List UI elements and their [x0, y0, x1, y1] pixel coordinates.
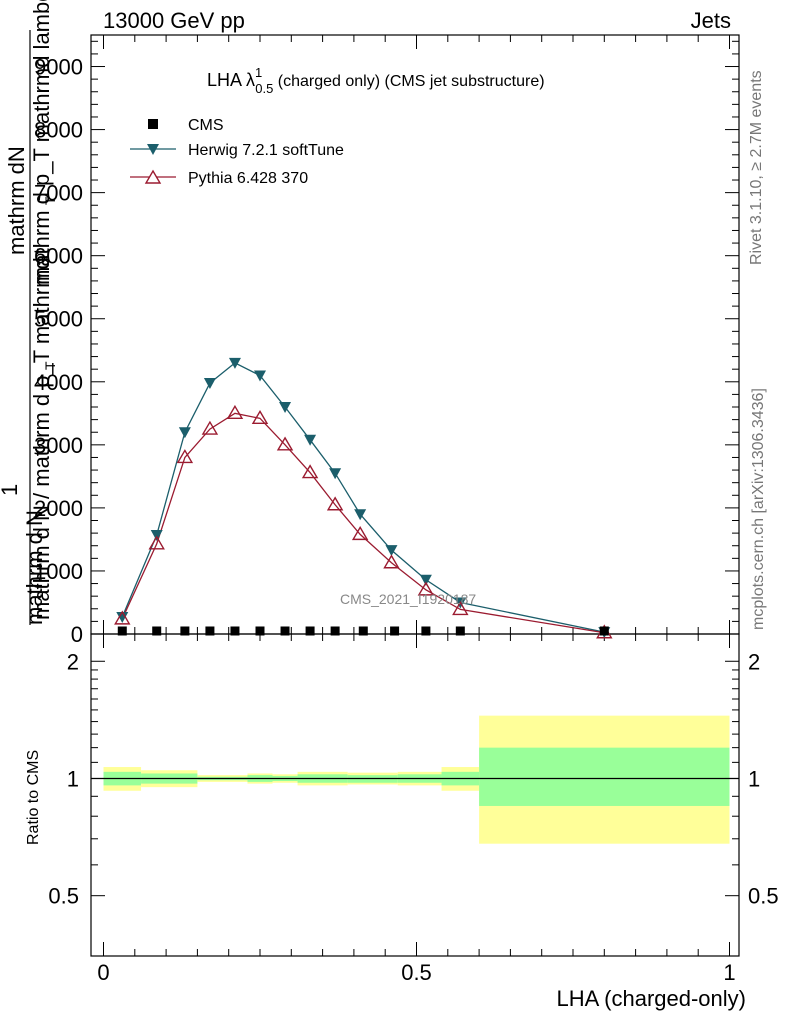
herwig-point	[178, 427, 191, 439]
ylabel-denom: mathrm d N / mathrm d p_T mathrmd	[29, 257, 54, 620]
series	[114, 357, 613, 639]
cms-point	[280, 626, 290, 636]
herwig-point	[354, 509, 367, 521]
legend: CMS Herwig 7.2.1 softTune Pythia 6.428 3…	[130, 117, 344, 187]
legend-cms-label: CMS	[188, 117, 224, 134]
pythia-point	[452, 601, 469, 616]
ratio-y-tick-label-right: 0.5	[748, 884, 779, 909]
pythia-point	[417, 581, 435, 596]
herwig-point	[329, 468, 342, 480]
ylabel-denom2: T	[42, 361, 58, 370]
pythia-point	[383, 554, 400, 569]
cms-point	[255, 626, 265, 636]
header-left: 13000 GeV pp	[103, 8, 245, 33]
pythia-point	[251, 409, 269, 425]
ylabel-numer: mathrm dN	[4, 146, 29, 255]
herwig-point	[203, 378, 216, 390]
y-tick-label: 2000	[34, 496, 83, 521]
rivet-label: Rivet 3.1.10, ≥ 2.7M events	[748, 70, 765, 265]
ylabel-numer2: mathrm d p_T mathrmd lambda	[29, 0, 54, 285]
herwig-point	[419, 574, 432, 586]
cms-point	[421, 626, 431, 636]
y-tick-label: 1000	[34, 559, 83, 584]
pythia-point	[176, 449, 194, 464]
herwig-point	[116, 611, 129, 623]
analysis-watermark: CMS_2021_I1920187	[340, 591, 476, 607]
herwig-point	[279, 402, 292, 414]
cms-point	[330, 626, 340, 636]
header-right: Jets	[691, 8, 731, 33]
y-tick-label: 7000	[34, 181, 83, 206]
ylabel-numer3: T	[42, 196, 58, 205]
title-main: LHA λ	[207, 70, 255, 90]
ratio-y-tick-label-right: 2	[748, 649, 760, 674]
pythia-point	[148, 535, 165, 550]
pythia-point	[201, 420, 219, 435]
cms-point	[358, 626, 368, 636]
ratio-y-tick-label-left: 1	[67, 766, 79, 791]
herwig-point	[304, 434, 317, 446]
pythia-point	[114, 610, 131, 625]
cms-point	[599, 626, 609, 636]
title-rest: (charged only) (CMS jet substructure)	[273, 73, 544, 90]
y-tick-label: 3000	[34, 433, 83, 458]
legend-cms-marker	[148, 119, 158, 129]
pythia-point	[226, 404, 244, 420]
x-tick-label: 0.5	[401, 960, 432, 985]
ratio-y-tick-label-left: 2	[67, 649, 79, 674]
ratio-plot-frame	[90, 633, 740, 957]
pythia-point	[351, 525, 369, 541]
y-tick-label: 6000	[34, 244, 83, 269]
ratio-bands	[91, 715, 739, 844]
y-tick-label: 4000	[34, 370, 83, 395]
herwig-point	[385, 545, 398, 557]
x-axis-label: LHA (charged-only)	[556, 986, 746, 1011]
x-tick-label: 1	[723, 960, 735, 985]
cms-point	[305, 626, 315, 636]
y-tick-label: 8000	[34, 118, 83, 143]
y-tick-label: 9000	[34, 55, 83, 80]
plot-title: LHA λ1 0.5 (charged only) (CMS jet substr…	[207, 65, 545, 96]
ylabel-denom3: mathrm d N	[22, 510, 47, 625]
cms-point	[180, 626, 190, 636]
ylabel-one: 1	[0, 484, 22, 496]
x-tick-label: 0	[97, 960, 109, 985]
pythia-point	[326, 496, 344, 511]
y-tick-label: 5000	[34, 307, 83, 332]
main-ylabel: mathrm dN mathrm d p_T mathrmd lambda T …	[0, 0, 58, 625]
cms-point	[230, 626, 240, 636]
herwig-point	[254, 370, 266, 382]
cms-point	[205, 626, 215, 636]
y-tick-label: 0	[71, 622, 83, 647]
axes-ticks: 0 1000 2000 3000 4000 5000 6000 7000 8000 9000 0 0.…	[34, 35, 779, 985]
cms-point	[455, 626, 465, 636]
legend-pythia-label: Pythia 6.428 370	[188, 170, 308, 187]
cms-point	[152, 626, 162, 636]
legend-herwig-label: Herwig 7.2.1 softTune	[188, 142, 344, 159]
pythia-line	[121, 412, 605, 634]
pythia-point	[276, 436, 294, 451]
ratio-y-tick-label-right: 1	[748, 766, 760, 791]
cms-point	[390, 626, 400, 636]
title-sup: 1	[255, 65, 262, 80]
pythia-point	[301, 464, 319, 479]
ratio-y-tick-label-left: 0.5	[48, 884, 79, 909]
mcplots-label: mcplots.cern.ch [arXiv:1306.3436]	[750, 388, 767, 630]
ratio-band-inner	[479, 747, 730, 806]
legend-herwig-marker	[147, 144, 159, 155]
legend-pythia-marker	[144, 169, 162, 184]
cms-point	[117, 626, 127, 636]
ratio-ylabel: Ratio to CMS	[25, 750, 42, 845]
herwig-point	[228, 357, 241, 369]
title-sub: 0.5	[255, 81, 273, 96]
